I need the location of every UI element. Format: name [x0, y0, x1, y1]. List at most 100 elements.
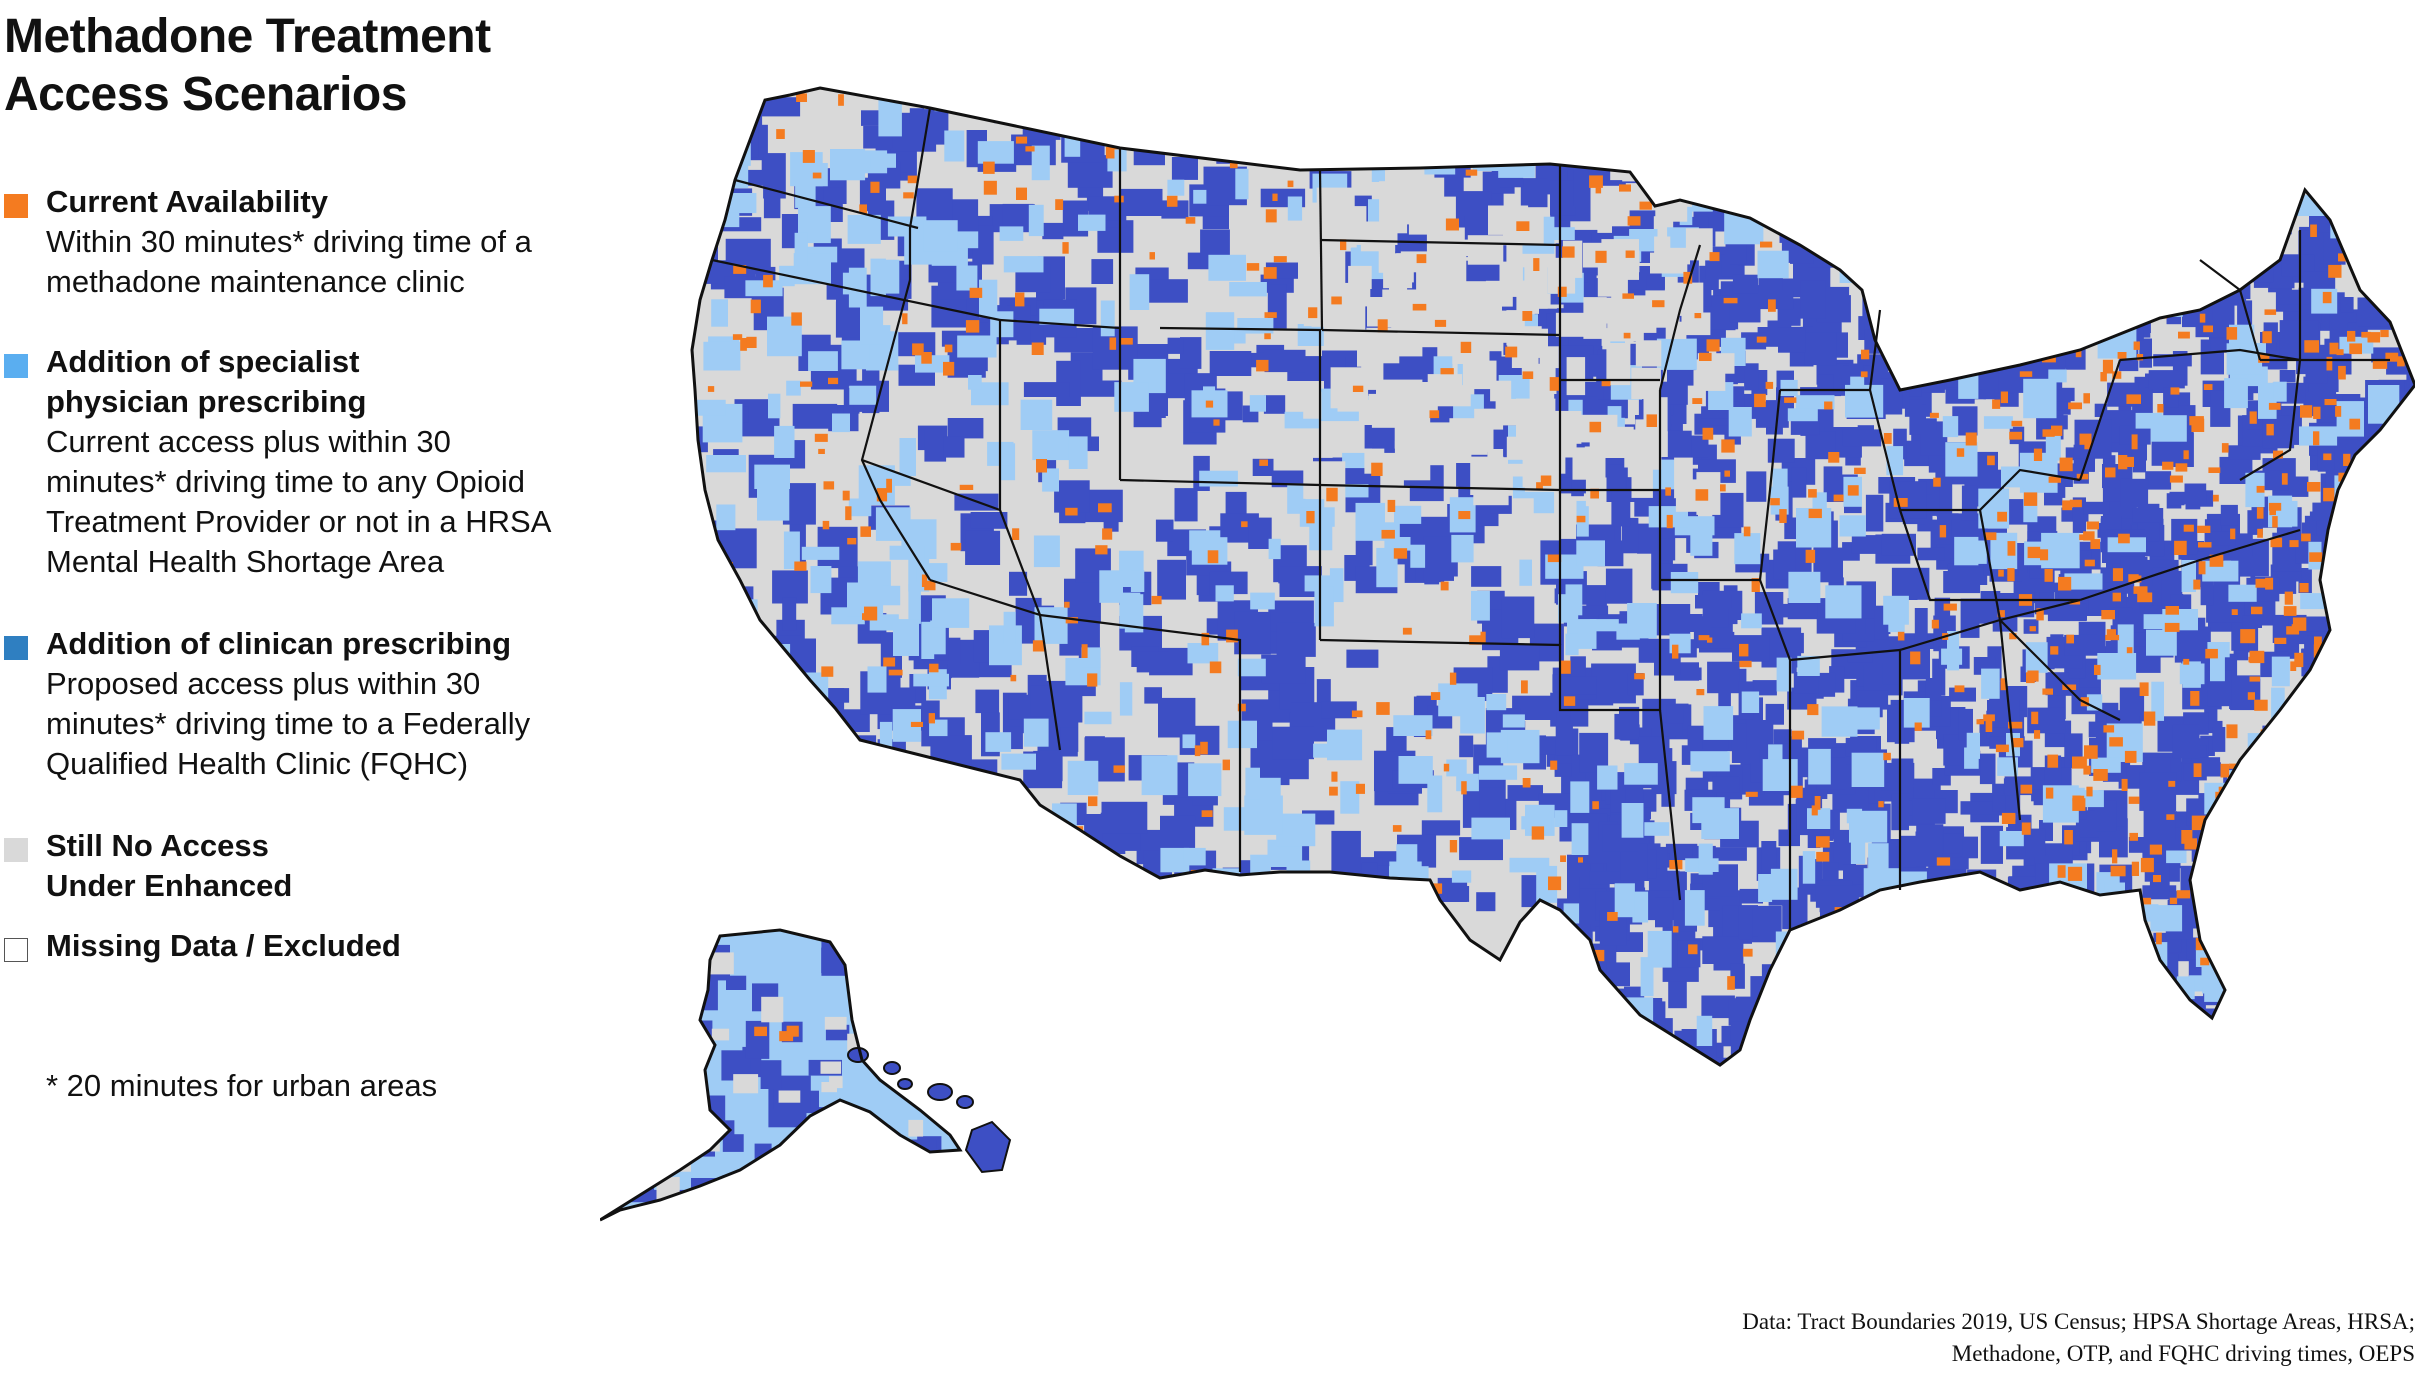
map-patch-current — [1026, 820, 1038, 829]
map-patch-clinician — [2247, 790, 2284, 831]
map-patch-current — [1978, 176, 1992, 183]
map-patch-clinician — [2081, 930, 2100, 957]
map-patch-current — [1702, 427, 1714, 440]
map-patch-current — [1205, 400, 1214, 408]
map-patch-clinician — [820, 1128, 835, 1147]
map-patch-current — [2335, 406, 2342, 417]
map-patch-specialist — [1129, 274, 1150, 310]
map-patch-clinician — [1855, 210, 1877, 228]
title-line-1: Methadone Treatment — [4, 10, 491, 63]
map-patch-current — [2385, 352, 2399, 362]
state-border-line — [1319, 238, 1561, 247]
map-patch-current — [2207, 172, 2219, 179]
map-patch-no-access — [840, 1127, 867, 1145]
map-patch-clinician — [1826, 917, 1855, 937]
map-patch-specialist — [1999, 831, 2024, 847]
map-patch-clinician — [1972, 307, 2011, 324]
map-patch-clinician — [1749, 1017, 1782, 1057]
map-patch-specialist — [1094, 991, 1123, 1019]
map-patch-current — [1559, 660, 1571, 674]
map-patch-specialist — [2409, 877, 2415, 903]
map-patch-specialist — [1258, 941, 1291, 969]
state-border-line — [2079, 528, 2301, 602]
map-patch-current — [2364, 863, 2370, 876]
state-border-line — [1900, 468, 2081, 512]
map-patch-clinician — [1408, 136, 1455, 167]
map-patch-clinician — [1937, 354, 1958, 376]
map-patch-current — [2377, 931, 2384, 947]
map-patch-current — [2339, 934, 2353, 940]
map-patch-specialist — [786, 380, 801, 396]
map-patch-current — [2000, 391, 2008, 404]
map-patch-no-access — [1658, 247, 1690, 265]
map-patch-clinician — [2330, 947, 2347, 966]
map-patch-current — [2280, 817, 2287, 829]
map-patch-current — [2301, 758, 2309, 769]
map-patch-current — [2281, 473, 2288, 485]
map-patch-clinician — [2139, 988, 2170, 1007]
map-patch-clinician — [2023, 916, 2062, 932]
map-patch-clinician — [795, 863, 830, 897]
map-patch-clinician — [2219, 813, 2254, 836]
map-patch-clinician — [2279, 941, 2298, 959]
map-patch-no-access — [932, 1196, 950, 1209]
map-patch-clinician — [1728, 998, 1765, 1026]
map-patch-clinician — [2351, 651, 2382, 688]
map-patch-clinician — [2038, 923, 2073, 944]
map-patch-specialist — [1385, 912, 1413, 952]
map-patch-clinician — [1903, 956, 1943, 982]
map-patch-specialist — [1224, 990, 1262, 1007]
map-patch-clinician — [2132, 508, 2164, 523]
map-patch-current — [2183, 658, 2190, 665]
map-patch-clinician — [2080, 264, 2105, 300]
map-patch-current — [1201, 632, 1210, 646]
map-patch-clinician — [1936, 478, 1953, 517]
map-patch-specialist — [923, 220, 958, 252]
map-patch-current — [2269, 871, 2278, 885]
map-patch-current — [2397, 356, 2405, 367]
map-patch-specialist — [1547, 986, 1575, 1025]
map-patch-clinician — [1946, 288, 1985, 320]
map-patch-clinician — [2236, 1023, 2255, 1045]
map-patch-clinician — [2388, 906, 2401, 947]
map-patch-specialist — [1762, 759, 1798, 791]
map-patch-clinician — [634, 1109, 674, 1126]
map-patch-clinician — [2359, 949, 2390, 963]
map-patch-clinician — [2006, 259, 2025, 281]
map-patch-current — [1698, 635, 1710, 641]
map-patch-specialist — [1987, 184, 2024, 216]
map-patch-clinician — [2372, 587, 2411, 603]
map-patch-specialist — [1023, 718, 1049, 747]
map-patch-current — [2020, 784, 2033, 794]
map-patch-current — [1540, 475, 1552, 486]
map-patch-clinician — [672, 1121, 694, 1153]
map-patch-clinician — [787, 762, 804, 799]
map-patch-current — [2349, 343, 2362, 355]
map-patch-clinician — [2014, 984, 2033, 1010]
map-patch-clinician — [1676, 614, 1703, 632]
map-patch-current — [2193, 579, 2201, 590]
map-patch-current — [1742, 948, 1753, 957]
map-patch-clinician — [1893, 893, 1921, 926]
map-patch-clinician — [1915, 342, 1938, 377]
map-patch-specialist — [2243, 1011, 2261, 1033]
map-patch-clinician — [1806, 1034, 1822, 1049]
map-patch-current — [2100, 372, 2107, 382]
map-patch-current — [1790, 785, 1803, 798]
map-patch-current — [2036, 608, 2044, 621]
map-patch-current — [1936, 857, 1951, 866]
map-patch-clinician — [842, 1164, 857, 1190]
map-patch-current — [2042, 429, 2055, 437]
map-patch-no-access — [854, 1128, 876, 1140]
map-patch-specialist — [1188, 763, 1222, 797]
map-patch-current — [2217, 207, 2225, 215]
map-patch-current — [1381, 529, 1395, 539]
map-patch-current — [1032, 640, 1045, 652]
map-patch-current — [1739, 660, 1752, 668]
map-patch-specialist — [795, 183, 816, 208]
map-patch-clinician — [1881, 236, 1914, 260]
map-patch-no-access — [1361, 348, 1384, 390]
map-patch-clinician — [2166, 286, 2181, 325]
map-patch-clinician — [2055, 1011, 2089, 1031]
map-patch-no-access — [847, 1033, 858, 1052]
